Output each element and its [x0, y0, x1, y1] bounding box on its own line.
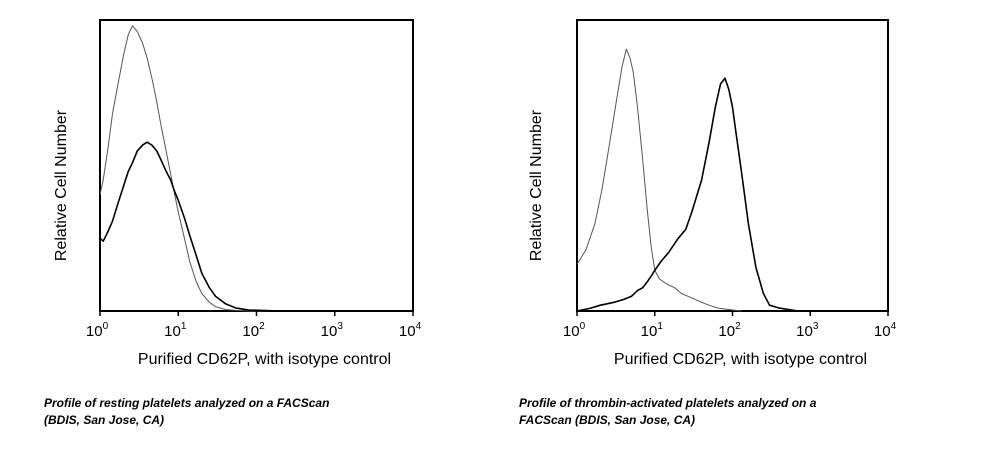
x-tick-label: 100 — [86, 321, 109, 340]
x-tick-exponent: 4 — [416, 321, 422, 332]
x-tick-exponent: 2 — [259, 321, 265, 332]
x-tick-base: 10 — [399, 323, 416, 340]
x-tick-exponent: 0 — [103, 321, 109, 332]
x-tick-label: 103 — [796, 321, 819, 340]
histogram-series-1 — [576, 48, 742, 312]
y-axis-label: Relative Cell Number — [53, 109, 70, 261]
caption-activated-line-2: FACScan (BDIS, San Jose, CA) — [519, 413, 696, 427]
x-tick-base: 10 — [874, 323, 891, 340]
x-tick-label: 102 — [718, 321, 741, 340]
caption-resting-line-1: Profile of resting platelets analyzed on… — [44, 396, 330, 410]
plot-frame — [576, 19, 889, 312]
x-tick-base: 10 — [164, 323, 181, 340]
x-tick-label: 103 — [321, 321, 344, 340]
x-tick-exponent: 1 — [657, 321, 663, 332]
x-tick-exponent: 4 — [891, 321, 897, 332]
x-tick-exponent: 3 — [337, 321, 343, 332]
x-tick-label: 100 — [563, 321, 586, 340]
x-tick-base: 10 — [86, 323, 103, 340]
x-tick-base: 10 — [641, 323, 658, 340]
plot-frame — [99, 19, 414, 312]
x-tick-base: 10 — [242, 323, 259, 340]
x-tick-base: 10 — [563, 323, 580, 340]
x-tick-base: 10 — [321, 323, 338, 340]
y-axis-label: Relative Cell Number — [528, 109, 545, 261]
x-tick-label: 101 — [164, 321, 187, 340]
caption-resting: Profile of resting platelets analyzed on… — [44, 395, 444, 429]
caption-activated: Profile of thrombin-activated platelets … — [519, 395, 919, 429]
caption-activated-line-1: Profile of thrombin-activated platelets … — [519, 396, 817, 410]
caption-resting-line-2: (BDIS, San Jose, CA) — [44, 413, 165, 427]
x-tick-label: 101 — [641, 321, 664, 340]
histogram-series-2 — [99, 141, 281, 312]
x-tick-label: 102 — [242, 321, 265, 340]
x-tick-exponent: 1 — [181, 321, 187, 332]
histogram-series-1 — [99, 25, 281, 312]
x-tick-exponent: 0 — [580, 321, 586, 332]
x-tick-base: 10 — [796, 323, 813, 340]
x-axis-label: Purified CD62P, with isotype control — [614, 351, 867, 368]
x-tick-label: 104 — [399, 321, 422, 340]
x-tick-label: 104 — [874, 321, 897, 340]
x-tick-base: 10 — [718, 323, 735, 340]
x-axis-label: Purified CD62P, with isotype control — [138, 351, 391, 368]
x-tick-exponent: 3 — [813, 321, 819, 332]
x-tick-exponent: 2 — [735, 321, 741, 332]
histogram-series-2 — [576, 77, 799, 312]
